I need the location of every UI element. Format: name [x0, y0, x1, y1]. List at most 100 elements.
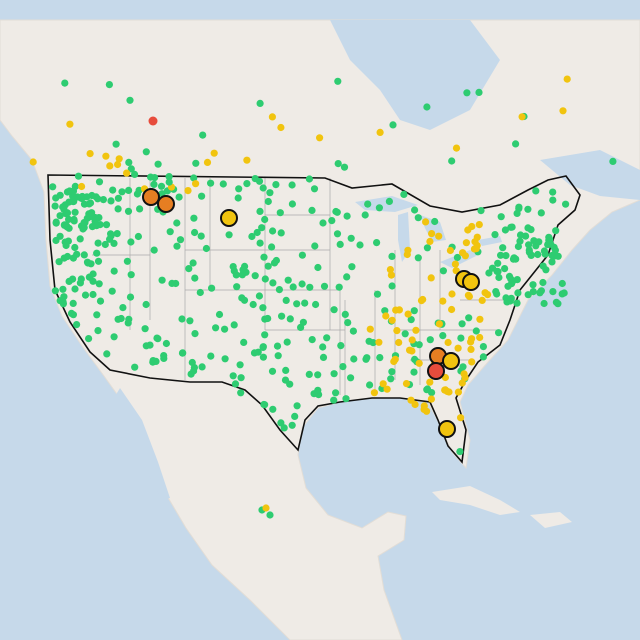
canada-marker	[112, 140, 120, 148]
green-marker	[344, 319, 352, 327]
marker	[203, 158, 212, 166]
yellow-marker	[415, 359, 423, 367]
green-marker	[373, 290, 382, 298]
green-marker	[127, 271, 135, 279]
canada-marker	[563, 75, 571, 83]
green-marker	[549, 288, 557, 296]
green-marker	[319, 343, 327, 351]
green-marker	[502, 252, 510, 260]
canada-marker	[66, 120, 74, 128]
yellow-marker	[383, 385, 391, 393]
green-marker	[350, 355, 358, 363]
green-marker	[508, 223, 516, 231]
yellow-marker	[393, 327, 401, 335]
green-marker	[59, 285, 67, 293]
green-marker	[62, 241, 70, 250]
green-marker	[347, 374, 355, 382]
green-marker	[477, 207, 485, 215]
green-marker	[513, 209, 521, 217]
canada-marker	[518, 113, 526, 121]
canada-marker	[105, 81, 113, 89]
yellow-marker	[435, 320, 443, 328]
green-marker	[336, 240, 344, 248]
green-marker	[282, 296, 290, 304]
green-marker	[185, 265, 193, 273]
baja	[114, 388, 170, 500]
yellow-marker	[448, 290, 456, 298]
green-marker	[259, 353, 267, 361]
canada-marker	[475, 88, 483, 96]
green-marker	[415, 341, 423, 349]
green-marker	[560, 289, 568, 297]
yellow-marker	[460, 370, 468, 378]
green-marker	[258, 224, 266, 232]
green-marker	[256, 239, 264, 247]
green-marker	[186, 317, 194, 325]
yellow-marker	[388, 316, 396, 324]
yellow-marker	[484, 291, 492, 299]
green-marker	[96, 297, 105, 305]
green-marker	[107, 197, 115, 205]
yellow-marker	[467, 345, 475, 353]
marker	[118, 188, 126, 196]
green-marker	[369, 339, 377, 347]
green-marker	[385, 197, 393, 205]
marker	[192, 159, 200, 167]
green-marker	[94, 257, 103, 265]
green-marker	[459, 363, 467, 371]
green-marker	[114, 194, 122, 202]
green-marker	[234, 194, 242, 202]
green-marker	[60, 254, 68, 262]
yellow-marker	[458, 379, 466, 387]
marker	[86, 150, 94, 158]
green-marker	[229, 263, 237, 271]
green-marker	[65, 277, 73, 285]
green-marker	[414, 254, 422, 262]
green-marker	[276, 209, 284, 217]
green-marker	[426, 336, 434, 344]
green-marker	[479, 343, 487, 351]
marker	[63, 188, 71, 196]
green-marker	[554, 300, 562, 308]
green-marker	[529, 281, 537, 289]
green-marker	[504, 282, 512, 290]
yellow-marker	[462, 239, 470, 247]
green-marker	[190, 214, 198, 222]
green-marker	[495, 273, 503, 282]
green-marker	[330, 370, 338, 378]
green-marker	[320, 282, 329, 290]
green-marker	[540, 299, 548, 308]
green-marker	[70, 217, 78, 225]
green-marker	[376, 354, 384, 362]
green-marker	[312, 300, 320, 309]
green-marker	[264, 262, 272, 270]
green-marker	[157, 182, 166, 190]
green-marker	[56, 212, 64, 220]
yellow-marker	[467, 338, 475, 346]
yellow-marker	[370, 389, 378, 397]
yellow-marker	[459, 249, 467, 257]
green-marker	[240, 338, 248, 346]
green-marker	[286, 315, 294, 323]
green-marker	[259, 304, 267, 312]
canada-marker	[102, 152, 110, 160]
yellow-marker	[478, 296, 486, 304]
green-marker	[410, 368, 418, 376]
green-marker	[110, 239, 118, 247]
green-marker	[178, 315, 186, 323]
green-marker	[275, 286, 283, 294]
green-marker	[71, 243, 79, 252]
red-marker	[148, 116, 158, 126]
green-marker	[94, 239, 102, 247]
green-marker	[347, 234, 355, 242]
green-marker	[221, 325, 229, 333]
yellow-marker	[391, 355, 399, 363]
green-marker	[190, 364, 198, 372]
green-marker	[249, 300, 257, 309]
green-marker	[51, 202, 59, 210]
yellow-marker	[435, 232, 443, 240]
green-marker	[71, 208, 79, 216]
green-marker	[95, 178, 104, 186]
green-marker	[268, 367, 277, 375]
green-marker	[268, 243, 276, 251]
